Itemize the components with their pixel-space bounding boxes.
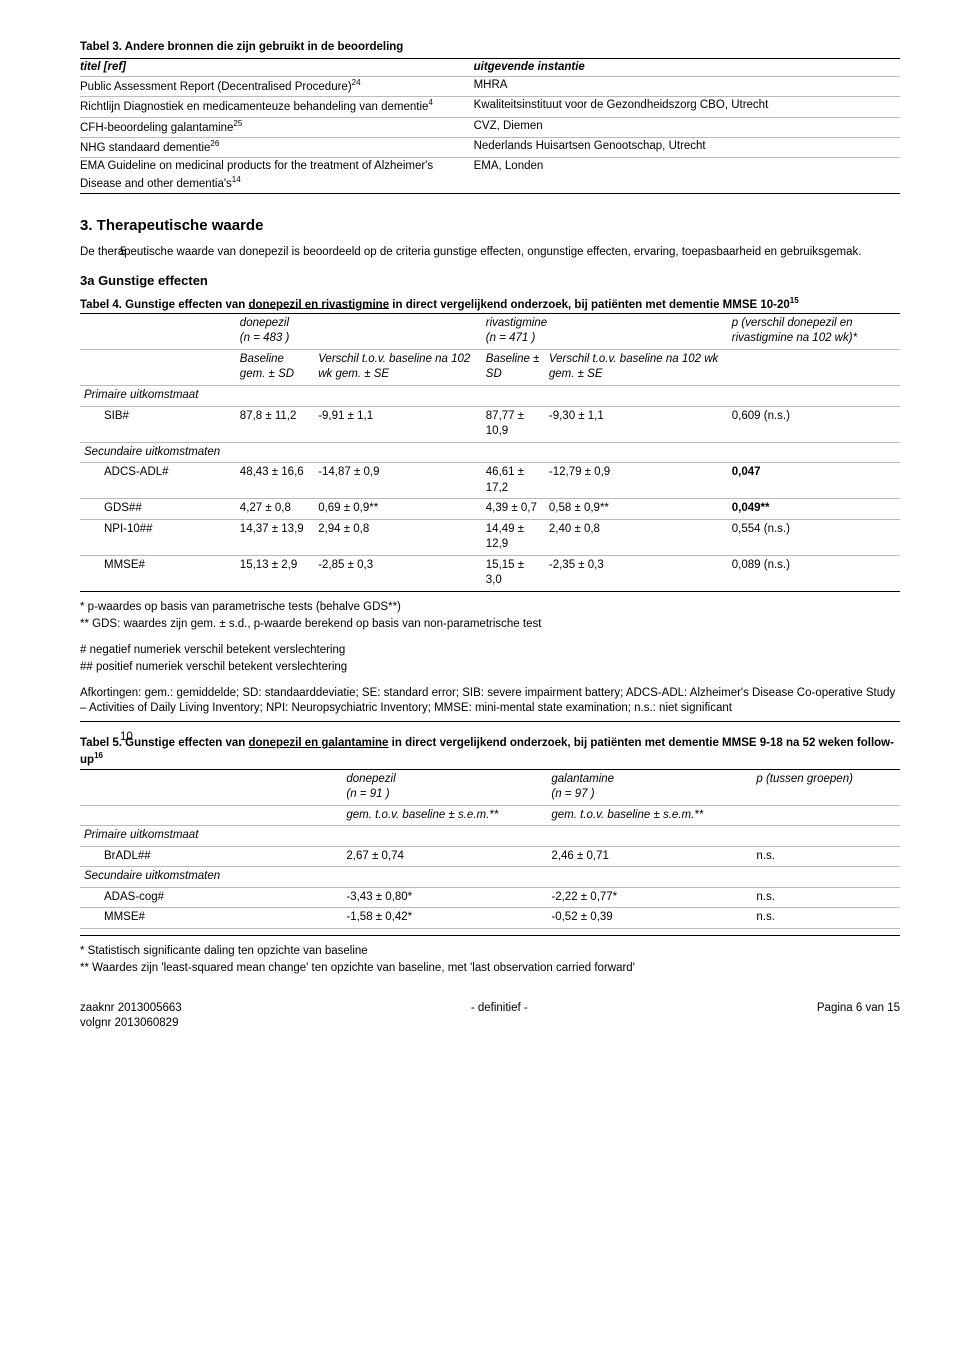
t4-npi-l: NPI-10## bbox=[80, 519, 236, 555]
footer-status: - definitief - bbox=[471, 1001, 528, 1032]
t4-h-p: p (verschil donepezil en rivastigmine na… bbox=[728, 313, 900, 349]
section3a-title: 3a Gunstige effecten bbox=[80, 272, 900, 290]
t3-r0-b: MHRA bbox=[474, 77, 900, 97]
t4-gds-c: 4,39 ± 0,7 bbox=[482, 499, 545, 520]
t4-adcs-c: 46,61 ± 17,2 bbox=[482, 463, 545, 499]
t5-mmse-l: MMSE# bbox=[80, 908, 342, 929]
t5-bradl-a: 2,67 ± 0,74 bbox=[342, 846, 547, 867]
table3: titel [ref] uitgevende instantie Public … bbox=[80, 58, 900, 195]
t5-adas-l: ADAS-cog# bbox=[80, 887, 342, 908]
footer-zaaknr: zaaknr 2013005663 bbox=[80, 1002, 182, 1014]
table5-caption: Tabel 5. Gunstige effecten van donepezil… bbox=[80, 736, 900, 769]
t3-col2: uitgevende instantie bbox=[474, 58, 900, 77]
t4-gds-l: GDS## bbox=[80, 499, 236, 520]
t4-sib-d: -9,30 ± 1,1 bbox=[545, 406, 728, 442]
t4-sib-a: 87,8 ± 11,2 bbox=[236, 406, 314, 442]
t5-sub1: gem. t.o.v. baseline ± s.e.m.** bbox=[342, 805, 547, 826]
t5-h-donepezil: donepezil(n = 91 ) bbox=[342, 769, 547, 805]
t4-npi-b: 2,94 ± 0,8 bbox=[314, 519, 482, 555]
t4-sib-l: SIB# bbox=[80, 406, 236, 442]
t3-r3-a: NHG standaard dementie26 bbox=[80, 138, 474, 158]
t3-r4-a: EMA Guideline on medicinal products for … bbox=[80, 158, 474, 194]
t4-adcs-a: 48,43 ± 16,6 bbox=[236, 463, 314, 499]
t5-h-p: p (tussen groepen) bbox=[752, 769, 900, 805]
t5-sub2: gem. t.o.v. baseline ± s.e.m.** bbox=[547, 805, 752, 826]
t4-sub4: Verschil t.o.v. baseline na 102 wk gem. … bbox=[545, 349, 728, 385]
t4-mmse-l: MMSE# bbox=[80, 555, 236, 591]
t3-r3-b: Nederlands Huisartsen Genootschap, Utrec… bbox=[474, 138, 900, 158]
margin-10: 10 bbox=[120, 730, 133, 746]
section3-title: 3. Therapeutische waarde bbox=[80, 216, 900, 236]
t3-r1-a: Richtlijn Diagnostiek en medicamenteuze … bbox=[80, 97, 474, 117]
t5-h-galantamine: galantamine(n = 97 ) bbox=[547, 769, 752, 805]
t4-mmse-d: -2,35 ± 0,3 bbox=[545, 555, 728, 591]
t4-sib-b: -9,91 ± 1,1 bbox=[314, 406, 482, 442]
t4-adcs-l: ADCS-ADL# bbox=[80, 463, 236, 499]
footer-page: Pagina 6 van 15 bbox=[817, 1001, 900, 1032]
t4-sec: Secundaire uitkomstmaten bbox=[80, 442, 900, 463]
page-footer: zaaknr 2013005663 volgnr 2013060829 - de… bbox=[80, 1001, 900, 1032]
t4-adcs-p: 0,047 bbox=[728, 463, 900, 499]
table3-caption: Tabel 3. Andere bronnen die zijn gebruik… bbox=[80, 40, 900, 56]
t3-r1-b: Kwaliteitsinstituut voor de Gezondheidsz… bbox=[474, 97, 900, 117]
t4-mmse-a: 15,13 ± 2,9 bbox=[236, 555, 314, 591]
table4-caption: Tabel 4. Gunstige effecten van donepezil… bbox=[80, 296, 900, 313]
t4-sib-c: 87,77 ± 10,9 bbox=[482, 406, 545, 442]
t4-prim: Primaire uitkomstmaat bbox=[80, 385, 900, 406]
t3-r4-b: EMA, Londen bbox=[474, 158, 900, 194]
t4-mmse-b: -2,85 ± 0,3 bbox=[314, 555, 482, 591]
t4-sib-p: 0,609 (n.s.) bbox=[728, 406, 900, 442]
table5-notes: * Statistisch significante daling ten op… bbox=[80, 944, 900, 977]
table4: donepezil(n = 483 ) rivastigmine(n = 471… bbox=[80, 313, 900, 592]
t5-mmse-p: n.s. bbox=[752, 908, 900, 929]
t4-gds-p: 0,049** bbox=[728, 499, 900, 520]
t4-npi-p: 0,554 (n.s.) bbox=[728, 519, 900, 555]
t5-prim: Primaire uitkomstmaat bbox=[80, 826, 900, 847]
t5-bradl-l: BrADL## bbox=[80, 846, 342, 867]
t5-adas-a: -3,43 ± 0,80* bbox=[342, 887, 547, 908]
t4-adcs-b: -14,87 ± 0,9 bbox=[314, 463, 482, 499]
t4-npi-d: 2,40 ± 0,8 bbox=[545, 519, 728, 555]
t4-gds-d: 0,58 ± 0,9** bbox=[545, 499, 728, 520]
t4-npi-a: 14,37 ± 13,9 bbox=[236, 519, 314, 555]
table5: donepezil(n = 91 ) galantamine(n = 97 ) … bbox=[80, 769, 900, 936]
t5-bradl-b: 2,46 ± 0,71 bbox=[547, 846, 752, 867]
t4-mmse-p: 0,089 (n.s.) bbox=[728, 555, 900, 591]
t5-mmse-a: -1,58 ± 0,42* bbox=[342, 908, 547, 929]
t3-col1: titel [ref] bbox=[80, 58, 474, 77]
t4-h-donepezil: donepezil(n = 483 ) bbox=[236, 313, 482, 349]
footer-volgnr: volgnr 2013060829 bbox=[80, 1017, 178, 1029]
t3-r2-b: CVZ, Diemen bbox=[474, 117, 900, 137]
t3-r2-a: CFH-beoordeling galantamine25 bbox=[80, 117, 474, 137]
t5-mmse-b: -0,52 ± 0,39 bbox=[547, 908, 752, 929]
t5-bradl-p: n.s. bbox=[752, 846, 900, 867]
t3-r0-a: Public Assessment Report (Decentralised … bbox=[80, 77, 474, 97]
t4-sub3: Baseline ± SD bbox=[482, 349, 545, 385]
section3-para: De therapeutische waarde van donepezil i… bbox=[80, 245, 900, 261]
t4-adcs-d: -12,79 ± 0,9 bbox=[545, 463, 728, 499]
t4-npi-c: 14,49 ± 12,9 bbox=[482, 519, 545, 555]
t5-adas-b: -2,22 ± 0,77* bbox=[547, 887, 752, 908]
t4-h-rivastigmine: rivastigmine(n = 471 ) bbox=[482, 313, 728, 349]
t5-sec: Secundaire uitkomstmaten bbox=[80, 867, 900, 888]
t4-mmse-c: 15,15 ± 3,0 bbox=[482, 555, 545, 591]
t5-adas-p: n.s. bbox=[752, 887, 900, 908]
t4-gds-b: 0,69 ± 0,9** bbox=[314, 499, 482, 520]
t4-sub2: Verschil t.o.v. baseline na 102 wk gem. … bbox=[314, 349, 482, 385]
t4-gds-a: 4,27 ± 0,8 bbox=[236, 499, 314, 520]
t4-sub1: Baseline gem. ± SD bbox=[236, 349, 314, 385]
table4-notes: * p-waardes op basis van parametrische t… bbox=[80, 600, 900, 722]
margin-5: 5 bbox=[120, 245, 126, 261]
